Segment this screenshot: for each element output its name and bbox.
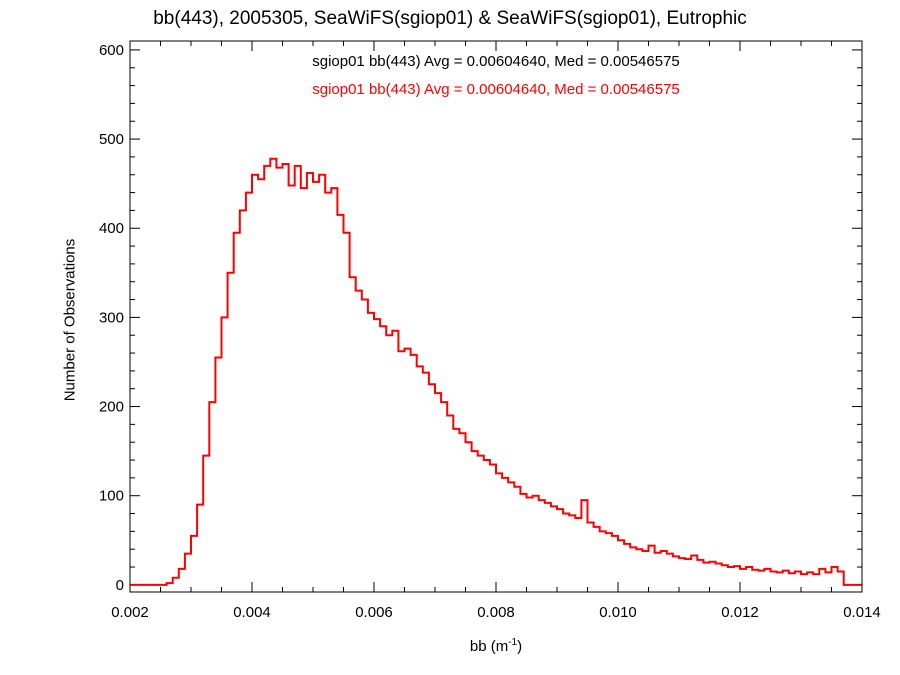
x-tick-label: 0.006 [355,604,393,621]
x-tick-label: 0.002 [111,604,149,621]
annotation-black: sgiop01 bb(443) Avg = 0.00604640, Med = … [312,53,680,70]
y-tick-label: 400 [99,220,124,237]
x-axis-label: bb (m-1) [130,637,862,655]
y-axis-label: Number of Observations [61,238,79,402]
x-axis-label-close: ) [517,638,523,655]
axis-ticks: 0.002 0.004 0.006 0.008 0.010 0.012 0.014 0 100 2… [99,41,881,621]
x-tick-label: 0.008 [477,604,515,621]
y-tick-label: 0 [116,577,124,594]
x-tick-label: 0.010 [599,604,637,621]
y-tick-label: 100 [99,488,124,505]
y-tick-label: 300 [99,309,124,326]
x-axis-label-sup: -1 [508,637,518,648]
series-layer [130,157,862,586]
x-axis-label-text: bb (m [469,638,509,655]
x-tick-label: 0.004 [233,604,271,621]
annotation-red: sgiop01 bb(443) Avg = 0.00604640, Med = … [312,81,680,98]
x-tick-label: 0.014 [843,604,881,621]
histogram-series-line [130,157,862,586]
chart-title: bb(443), 2005305, SeaWiFS(sgiop01) & Sea… [153,8,747,29]
axes-frame [129,40,863,593]
y-tick-label: 600 [99,42,124,59]
y-tick-label: 200 [99,399,124,416]
x-tick-label: 0.012 [721,604,759,621]
y-tick-label: 500 [99,131,124,148]
